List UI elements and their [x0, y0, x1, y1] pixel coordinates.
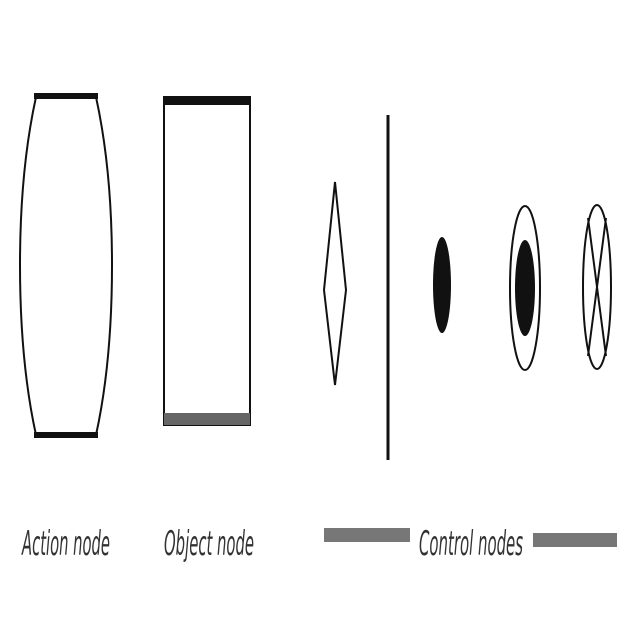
decision-node-shape: [322, 181, 348, 386]
action-node-shape: [18, 93, 114, 438]
object-node-top-bar: [164, 97, 250, 105]
initial-node-shape: [433, 237, 451, 333]
action-node-label: Action node: [21, 524, 110, 564]
control-nodes-right-bracket: [533, 533, 617, 547]
action-node-top-edge: [34, 93, 98, 99]
object-node-bottom-bar: [164, 413, 250, 425]
object-node-label: Object node: [164, 524, 254, 564]
control-nodes-label: Control nodes: [419, 524, 523, 564]
flow-final-node-shape: [582, 204, 612, 370]
control-nodes-left-bracket: [324, 528, 410, 542]
action-node-bottom-edge: [34, 432, 98, 438]
object-node-shape: [163, 96, 251, 426]
activity-final-node-shape: [509, 205, 541, 371]
